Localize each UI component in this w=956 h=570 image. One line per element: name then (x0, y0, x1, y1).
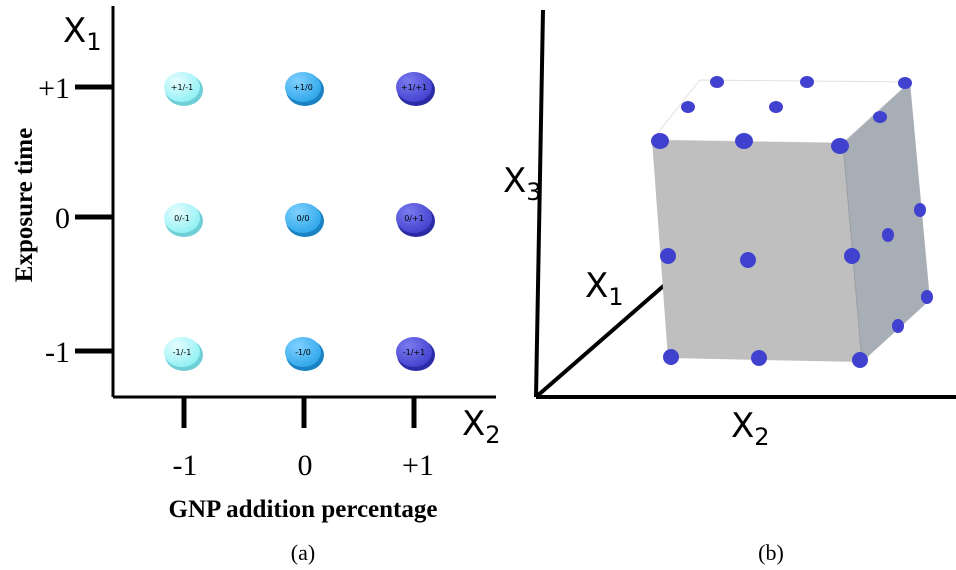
panel-a-y-symbol: X1 (63, 11, 102, 56)
design-point-label: 0/0 (297, 214, 310, 223)
cube-point (873, 111, 887, 123)
cube-point (898, 77, 912, 89)
design-point: 0/+1 (396, 203, 435, 237)
design-point-disc (285, 337, 321, 367)
cube-front-face (652, 140, 862, 362)
design-point-disc (164, 203, 200, 233)
design-point-disc (396, 337, 432, 367)
cube-point (663, 349, 679, 365)
cube-point (800, 76, 814, 88)
design-point: +1/0 (285, 72, 324, 106)
x-tick-label-0: 0 (298, 449, 313, 482)
cube-point (892, 319, 904, 333)
design-point-label: 0/+1 (404, 214, 424, 223)
design-point-disc (396, 203, 432, 233)
cube-point (769, 101, 783, 113)
x-tick-label-minus1: -1 (173, 449, 198, 482)
design-point-disc (164, 337, 200, 367)
design-point-label: +1/0 (293, 83, 313, 92)
panel-a-x-axis-title: GNP addition percentage (169, 496, 438, 523)
x-tick-label-plus1: +1 (402, 449, 434, 482)
design-point: 0/-1 (164, 203, 203, 237)
cube-point (751, 350, 767, 366)
panel-a-x-symbol: X2 (462, 404, 501, 449)
panel-a-y-axis-title: Exposure time (11, 128, 38, 282)
design-point: -1/+1 (396, 337, 435, 371)
cube-point (852, 352, 868, 368)
cube-points (651, 76, 933, 368)
design-point-disc (285, 72, 321, 102)
panel-b-x3-symbol: X3 (503, 161, 542, 206)
cube-point (740, 252, 756, 268)
cube-point (921, 290, 933, 304)
cube-point (844, 248, 860, 264)
caption-a: (a) (291, 540, 315, 565)
design-point-disc (164, 72, 200, 102)
design-point-label: +1/+1 (401, 83, 427, 92)
caption-b: (b) (758, 540, 784, 565)
design-point-label: -1/+1 (403, 348, 425, 357)
panel-b: X3 X1 X2 (b) (503, 9, 956, 565)
design-point-disc (285, 203, 321, 233)
axis-x1-line (534, 280, 670, 399)
cube-point (681, 101, 695, 113)
panel-b-x1-symbol: X1 (585, 266, 624, 311)
design-point: +1/-1 (164, 72, 203, 106)
panel-a: +1 0 -1 -1 0 +1 X1 X2 Exposure time GNP … (11, 6, 501, 565)
cube-point (914, 203, 926, 217)
cube-right-face (843, 82, 930, 362)
cube-point (882, 228, 894, 242)
design-point: 0/0 (285, 203, 324, 237)
y-tick-label-plus1: +1 (38, 72, 70, 105)
design-point: +1/+1 (396, 72, 435, 106)
cube-point (651, 133, 669, 149)
cube-point (735, 133, 753, 149)
design-point-label: -1/-1 (173, 348, 192, 357)
design-point: -1/0 (285, 337, 324, 371)
design-point-label: -1/0 (295, 348, 311, 357)
y-tick-label-minus1: -1 (45, 336, 70, 369)
axis-x3-line (534, 9, 545, 398)
cube-point (831, 138, 849, 154)
cube-point (660, 248, 676, 264)
design-point-label: 0/-1 (174, 214, 190, 223)
cube-point (710, 76, 724, 88)
design-point-disc (396, 72, 432, 102)
y-tick-label-0: 0 (55, 202, 70, 235)
design-point-label: +1/-1 (171, 83, 193, 92)
design-point: -1/-1 (164, 337, 203, 371)
panel-b-x2-symbol: X2 (731, 406, 770, 451)
